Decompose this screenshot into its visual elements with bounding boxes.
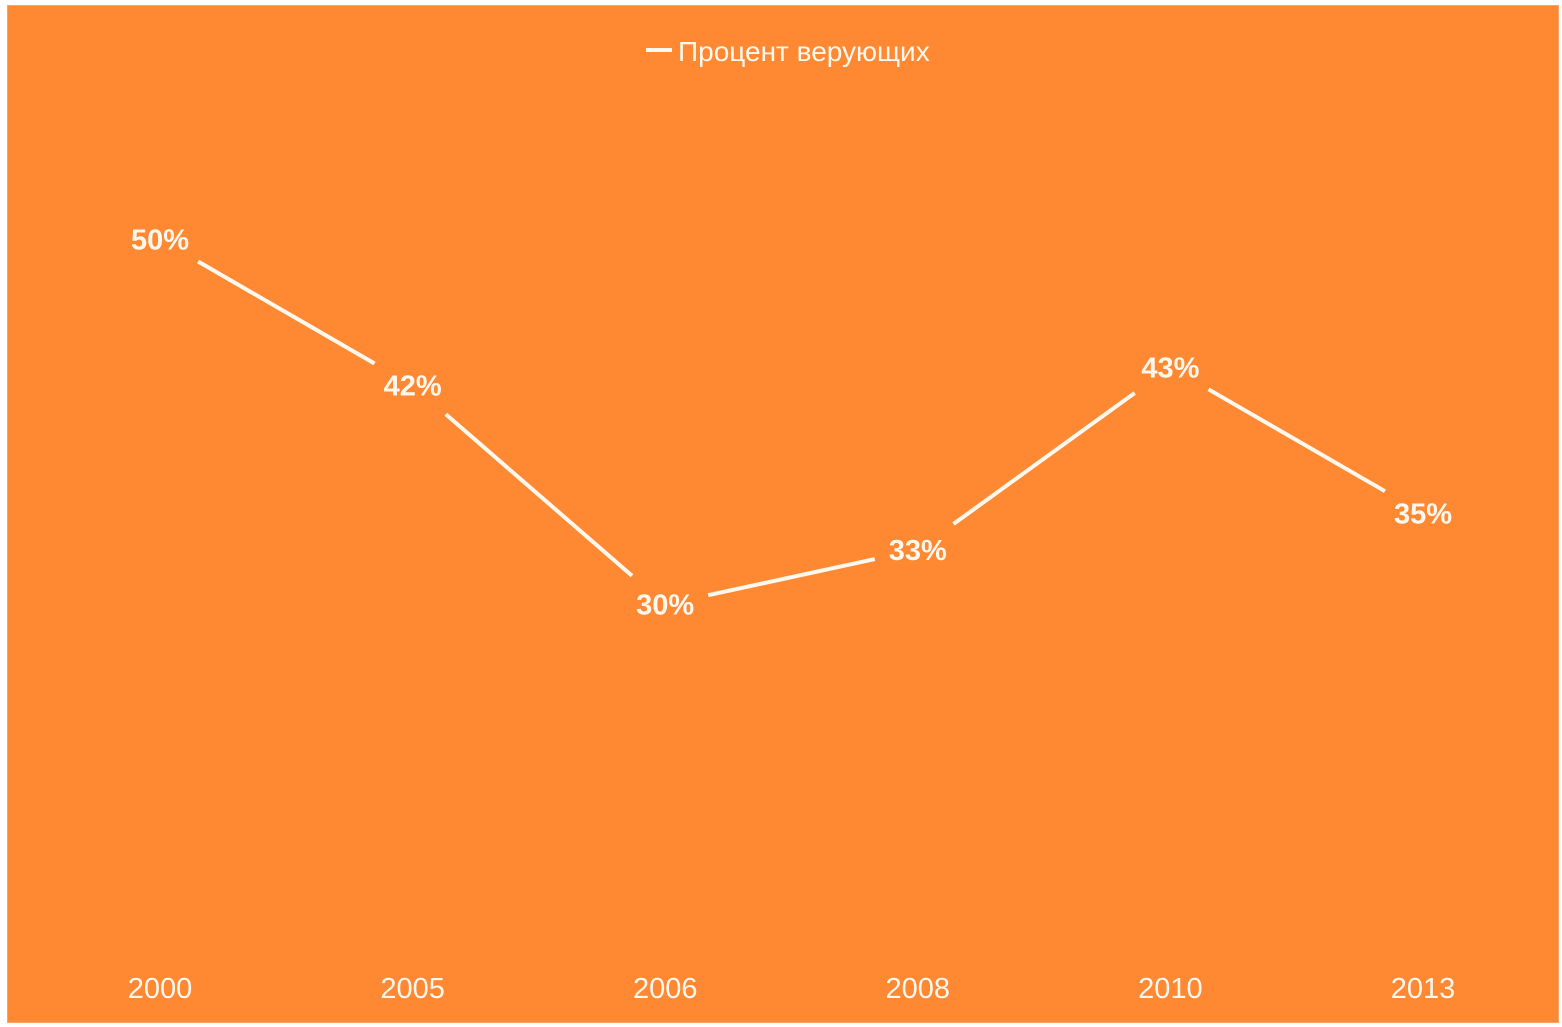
x-tick-label-2006: 2006 xyxy=(633,973,698,1005)
data-label-2000: 50% xyxy=(131,225,189,257)
legend-label: Процент верующих xyxy=(678,36,930,67)
series-line-segment-2008-2010 xyxy=(952,391,1136,526)
data-label-2006: 30% xyxy=(636,590,694,622)
x-tick-label-2008: 2008 xyxy=(886,973,951,1005)
x-axis-tick-labels: 2000 2005 2006 2008 2010 2013 xyxy=(128,973,1456,1005)
x-tick-label-2000: 2000 xyxy=(128,973,193,1005)
x-tick-label-2005: 2005 xyxy=(380,973,445,1005)
chart-background xyxy=(8,6,1558,1022)
x-tick-label-2013: 2013 xyxy=(1391,973,1456,1005)
series-line-segment-2010-2013 xyxy=(1207,387,1386,493)
legend: Процент верующих xyxy=(646,36,930,67)
data-label-2005: 42% xyxy=(384,371,442,403)
data-label-2010: 43% xyxy=(1141,352,1199,384)
data-label-2008: 33% xyxy=(889,535,947,567)
series-line-segment-2006-2008 xyxy=(707,557,876,598)
data-labels: 50% 42% 30% 33% 43% 35% xyxy=(131,225,1452,622)
series-line-segment-2000-2005 xyxy=(197,259,376,366)
series-lines xyxy=(197,259,1386,598)
data-label-2013: 35% xyxy=(1394,498,1452,530)
x-tick-label-2010: 2010 xyxy=(1138,973,1203,1005)
series-line-segment-2005-2006 xyxy=(444,412,634,578)
